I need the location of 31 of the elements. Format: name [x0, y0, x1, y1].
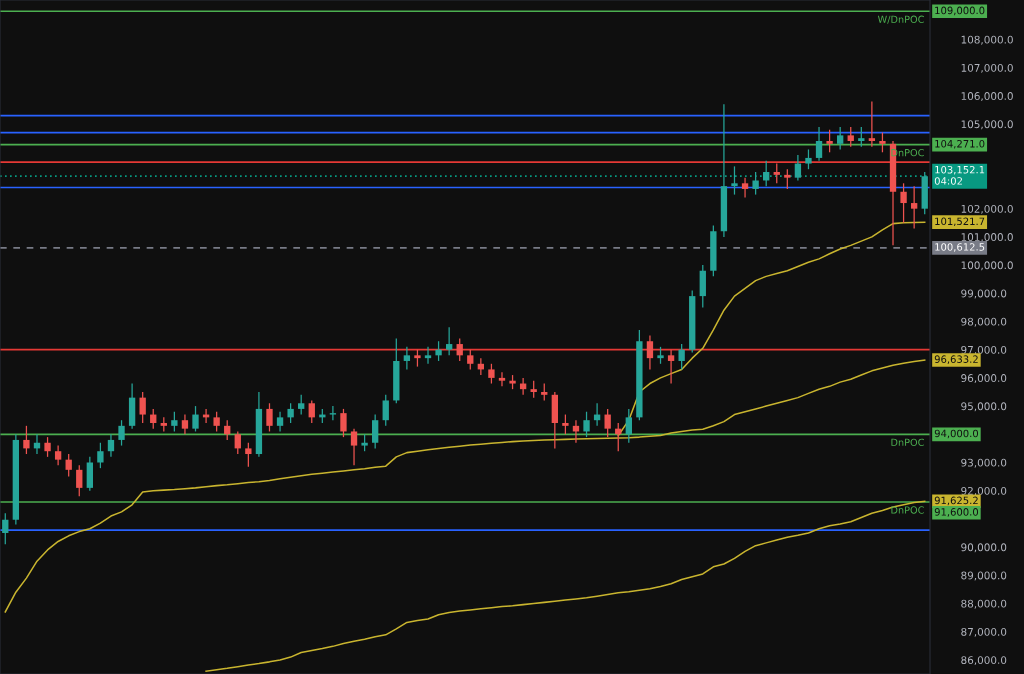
y-tick-label: 90,000.0 [961, 543, 1007, 553]
y-tick-label: 101,000.0 [961, 233, 1013, 243]
data-label: 91,625.2 [934, 496, 978, 506]
data-label: 96,633.2 [934, 355, 978, 364]
y-tick-label: 96,000.0 [961, 374, 1007, 384]
ref-line-label: 100,612.5 [935, 243, 985, 252]
y-tick-label: 105,000.0 [961, 120, 1013, 130]
y-tick-label: 87,000.0 [961, 627, 1007, 637]
y-tick-label: 92,000.0 [961, 486, 1007, 496]
data-label: 101,521.7 [935, 217, 985, 227]
ref-line-label: 91,600.0 [934, 508, 979, 517]
ref-line-label: 103,152.1 04:02 [934, 165, 985, 185]
annotation: DnPOC [891, 506, 924, 514]
y-tick-label: 107,000.0 [961, 63, 1013, 73]
y-tick-label: 100,000.0 [961, 261, 1013, 271]
y-tick-label: 95,000.0 [961, 402, 1007, 412]
ref-line-label: 109,000.0 [935, 6, 985, 16]
y-tick-label: 108,000.0 [961, 35, 1013, 45]
y-tick-label: 93,000.0 [961, 458, 1007, 468]
y-tick-label: 88,000.0 [961, 599, 1007, 609]
annotation: W/DnPOC [877, 15, 924, 24]
annotation: DnPOC [891, 438, 924, 446]
y-tick-label: 86,000.0 [961, 656, 1007, 666]
ref-line-label: 104,271.0 [935, 139, 985, 149]
y-tick-label: 89,000.0 [961, 571, 1007, 581]
y-tick-label: 102,000.0 [961, 204, 1013, 214]
y-tick-label: 99,000.0 [961, 289, 1007, 299]
y-tick-label: 106,000.0 [961, 92, 1013, 102]
ref-line-label: 94,000.0 [934, 429, 979, 439]
y-tick-label: 97,000.0 [961, 345, 1007, 355]
y-tick-label: 98,000.0 [961, 317, 1007, 327]
